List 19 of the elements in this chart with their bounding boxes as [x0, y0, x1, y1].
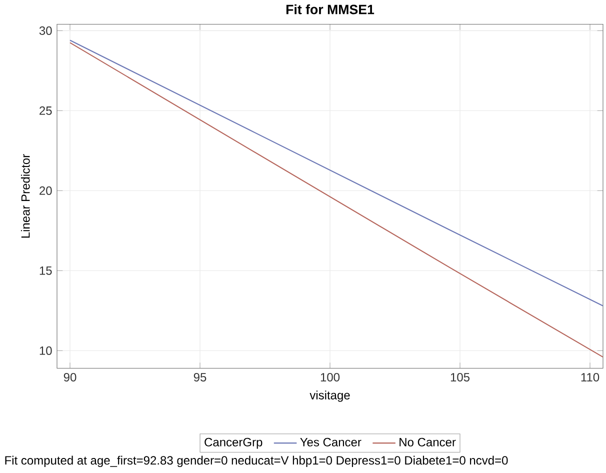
- y-tick-label: 20: [40, 186, 52, 195]
- text: Fit computed at age_first=92.83 gender=0 neducat=V hbp1=0 Depress1=0 Diabete1=0 ncvd=0: [5, 456, 508, 467]
- x-tick-label: 105: [450, 372, 470, 382]
- x-tick-label: 110: [581, 372, 600, 382]
- x-tick-label: 100: [320, 372, 340, 382]
- chart-title: Fit for MMSE1: [286, 4, 374, 14]
- x-axis-title: visitage: [310, 390, 350, 402]
- legend-label: Yes Cancer: [300, 438, 362, 446]
- x-tick-label: 90: [64, 372, 76, 382]
- legend-label: No Cancer: [400, 438, 456, 446]
- y-tick-label: 10: [40, 346, 52, 355]
- x-tick-label: 95: [194, 372, 206, 382]
- y-tick-label: 15: [40, 266, 52, 275]
- y-tick-label: 30: [39, 26, 52, 35]
- line-series: [69, 40, 604, 306]
- line-series: [69, 42, 604, 358]
- y-tick-label: 25: [40, 106, 52, 115]
- y-axis-title: Linear Predictor: [20, 154, 30, 238]
- legend-title: CancerGrp: [204, 438, 262, 449]
